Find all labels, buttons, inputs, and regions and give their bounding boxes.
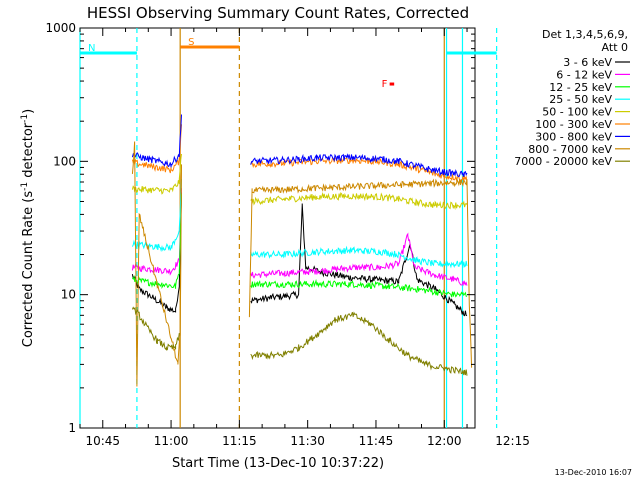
legend-entry-label: 25 - 50 keV: [549, 93, 612, 106]
x-tick-label: 11:45: [359, 434, 394, 448]
series-trace: [250, 153, 468, 178]
series-trace: [131, 192, 182, 313]
y-axis-label-sup2: -1: [20, 114, 30, 123]
y-axis: 1 10 100 1000: [45, 21, 475, 435]
series-trace: [250, 203, 468, 317]
state-bar-label: N: [88, 43, 95, 54]
legend-entry-label: 3 - 6 keV: [563, 56, 612, 69]
x-axis: 10:45 11:00 11:15 11:30 11:45 12:00 12:15: [79, 28, 530, 448]
footer-date: 13-Dec-2010 16:07: [555, 468, 632, 477]
x-tick-label: 12:15: [495, 434, 530, 448]
y-axis-label: Corrected Count Rate (s-1 detector-1): [20, 109, 36, 347]
legend-entry-label: 800 - 7000 keV: [528, 143, 612, 156]
chart-title: HESSI Observing Summary Count Rates, Cor…: [87, 4, 469, 22]
legend-entry-label: 300 - 800 keV: [535, 130, 612, 143]
y-axis-label-sup1: -1: [20, 182, 30, 191]
x-tick-label: 11:00: [154, 434, 189, 448]
x-tick-label: 11:30: [290, 434, 325, 448]
x-tick-label: 11:15: [222, 434, 257, 448]
legend-entry-label: 7000 - 20000 keV: [514, 155, 612, 168]
legend-entry-label: 100 - 300 keV: [535, 118, 612, 131]
series-trace: [131, 188, 182, 276]
series-trace: [250, 311, 468, 376]
series-trace: [250, 232, 468, 287]
series-trace: [131, 124, 182, 174]
series-trace: [131, 306, 180, 351]
state-bar-label: S: [188, 37, 194, 48]
legend-entry-label: 12 - 25 keV: [549, 81, 612, 94]
y-axis-label-end: ): [21, 109, 36, 114]
y-axis-label-mid: detector: [21, 122, 36, 182]
series-trace: [248, 177, 473, 368]
y-axis-label-main: Corrected Count Rate (s: [21, 191, 36, 348]
y-tick-label: 1: [68, 421, 76, 435]
x-tick-label: 10:45: [85, 434, 120, 448]
series-trace: [131, 141, 182, 387]
y-tick-label: 100: [53, 154, 76, 168]
x-tick-label: 12:00: [427, 434, 462, 448]
series-trace: [131, 193, 182, 289]
legend-header-attenuator: Att 0: [602, 41, 628, 54]
x-axis-label: Start Time (13-Dec-10 10:37:22): [172, 456, 384, 471]
series-trace: [250, 191, 468, 211]
y-tick-label: 1000: [45, 21, 76, 35]
legend-entry-label: 50 - 100 keV: [542, 106, 612, 119]
state-bar-label: F: [382, 79, 388, 90]
series-trace: [131, 178, 182, 253]
state-bars: N S F: [80, 37, 497, 90]
y-tick-label: 10: [61, 288, 76, 302]
series-trace: [250, 245, 468, 269]
series-trace: [131, 153, 182, 195]
legend-entry-label: 6 - 12 keV: [556, 68, 612, 81]
series-trace: [250, 278, 468, 298]
legend-header-detectors: Det 1,3,4,5,6,9,: [542, 28, 628, 41]
series-lines: [131, 114, 473, 387]
series-trace: [131, 114, 182, 168]
